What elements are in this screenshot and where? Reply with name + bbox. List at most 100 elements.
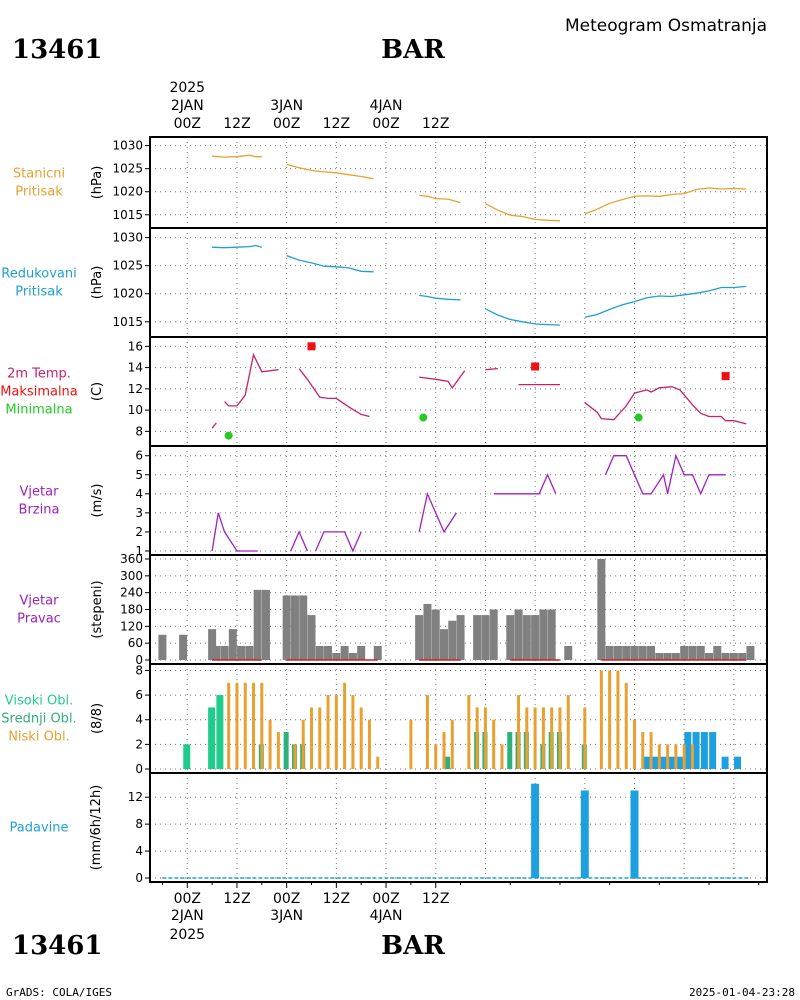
series-line [419, 194, 461, 204]
y-tick-label: 5 [135, 468, 143, 482]
direction-bar [307, 615, 316, 660]
low-cloud-bar [690, 744, 694, 769]
mid-cloud-bar [445, 756, 451, 769]
low-cloud-bar [318, 707, 322, 769]
bottom-hour-label: 00Z [372, 891, 399, 907]
low-cloud-bar [558, 707, 562, 769]
y-tick-label: 8 [135, 817, 143, 831]
series-line [485, 367, 498, 371]
panel-clouds: 0 2 4 6 8 Visoki Obl. Srednji Obl. Niski Obl. (8… [1, 663, 768, 776]
header: 13461 BAR Meteogram Osmatranja [12, 16, 767, 65]
y-tick-label: 6 [135, 688, 143, 702]
y-tick-label: 12 [128, 382, 143, 396]
y-tick-label: 120 [120, 619, 143, 633]
panel-label: Pravac [17, 612, 61, 627]
low-cloud-bar [483, 707, 487, 769]
direction-bar [440, 629, 449, 660]
direction-bar [373, 645, 382, 660]
y-tick-label: 1015 [112, 315, 143, 329]
direction-bar [605, 645, 614, 660]
high-cloud-bar [667, 756, 675, 769]
series-line [485, 308, 561, 326]
top-day-label: 2JAN [171, 98, 204, 114]
direction-bar [315, 645, 324, 660]
low-cloud-bar [566, 695, 570, 769]
series-line [604, 453, 726, 496]
panel-unit: (stepeni) [90, 580, 105, 638]
panel-unit: (m/s) [90, 484, 105, 518]
y-tick-label: 6 [135, 449, 143, 463]
direction-bar [357, 645, 366, 660]
y-tick-label: 4 [135, 844, 143, 858]
panel-frame [149, 772, 768, 883]
low-cloud-bar [541, 707, 545, 769]
y-tick-label: 180 [120, 603, 143, 617]
direction-bar [220, 645, 229, 660]
high-cloud-bar [734, 756, 742, 769]
series-line [315, 531, 362, 553]
top-hour-label: 12Z [323, 116, 350, 132]
max-temp-point [531, 362, 540, 371]
low-cloud-bar [517, 695, 521, 769]
series-line [584, 386, 747, 425]
high-cloud-bar [692, 732, 700, 769]
series-line [584, 285, 747, 318]
low-cloud-bar [334, 695, 338, 769]
direction-bar [671, 652, 680, 660]
panel-label: Brzina [19, 503, 60, 518]
low-cloud-bar [674, 744, 678, 769]
series-line [224, 352, 279, 407]
direction-bar [489, 609, 498, 660]
low-cloud-bar [293, 744, 297, 769]
min-temp-point [224, 431, 233, 440]
direction-bar [514, 609, 523, 660]
precip-bar [630, 790, 639, 878]
low-cloud-bar [301, 719, 305, 769]
direction-bar [340, 645, 349, 660]
station-id-top: 13461 [12, 35, 102, 65]
series-line [418, 491, 457, 534]
series-line [212, 154, 262, 158]
y-tick-label: 240 [120, 586, 143, 600]
max-temp-point [307, 342, 316, 351]
bottom-day-label: 3JAN [270, 908, 303, 924]
panel-label: Vjetar [20, 594, 60, 609]
low-cloud-bar [260, 682, 264, 769]
panel-label: Redukovani [1, 267, 76, 282]
low-cloud-bar [376, 756, 380, 769]
min-temp-point [419, 413, 428, 422]
low-cloud-bar [550, 707, 554, 769]
y-tick-label: 1030 [112, 231, 143, 245]
low-cloud-bar [450, 719, 454, 769]
high-cloud-bar [659, 756, 667, 769]
panel-temperature: 8 10 12 14 16 2m Temp. Maksimalna Minimalna (C) [0, 336, 768, 447]
y-tick-label: 1015 [112, 208, 143, 222]
panel-frame [149, 227, 768, 338]
low-cloud-bar [599, 670, 603, 769]
direction-bar [290, 595, 299, 660]
series-line [211, 512, 258, 552]
series-line [419, 294, 461, 301]
y-tick-label: 12 [128, 790, 143, 804]
y-tick-label: 1020 [112, 185, 143, 199]
low-cloud-bar [243, 682, 247, 769]
low-cloud-bar [442, 732, 446, 769]
low-cloud-bar [649, 732, 653, 769]
direction-bar [228, 629, 237, 660]
direction-bar [158, 634, 167, 660]
series-line [493, 473, 557, 495]
direction-bar [448, 620, 457, 660]
panel-label: 2m Temp. [7, 367, 71, 382]
y-tick-label: 300 [120, 569, 143, 583]
y-tick-label: 8 [135, 424, 143, 438]
bottom-hour-label: 12Z [422, 891, 449, 907]
bottom-hour-label: 12Z [223, 891, 250, 907]
panel-wind_direction: 0 60 120 180 240 300 360 Vjetar Pravac (stepeni) [17, 552, 768, 667]
low-cloud-bar [624, 682, 628, 769]
max-temp-point [721, 372, 730, 381]
low-cloud-bar [235, 682, 239, 769]
y-tick-label: 0 [135, 871, 143, 885]
low-cloud-bar [492, 719, 496, 769]
